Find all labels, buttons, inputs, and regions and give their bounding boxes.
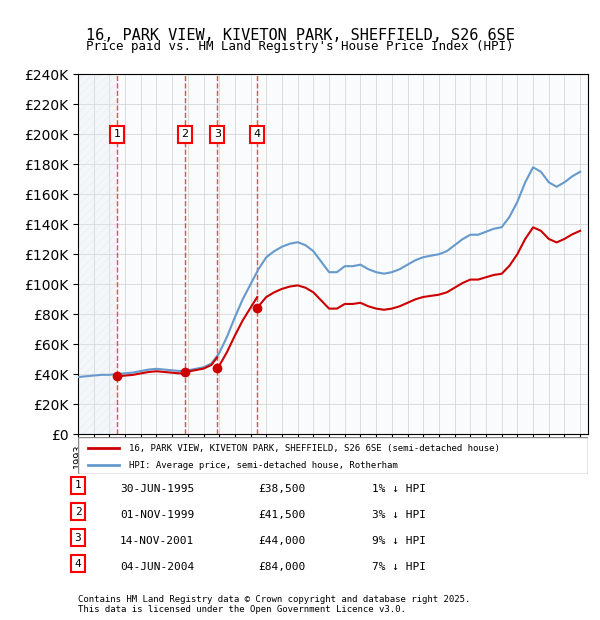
Text: £44,000: £44,000 <box>258 536 305 546</box>
Bar <box>117 74 185 434</box>
Text: Price paid vs. HM Land Registry's House Price Index (HPI): Price paid vs. HM Land Registry's House … <box>86 40 514 53</box>
Text: 4: 4 <box>74 559 82 569</box>
Text: 16, PARK VIEW, KIVETON PARK, SHEFFIELD, S26 6SE (semi-detached house): 16, PARK VIEW, KIVETON PARK, SHEFFIELD, … <box>129 444 500 453</box>
Text: 3% ↓ HPI: 3% ↓ HPI <box>372 510 426 520</box>
Text: 1: 1 <box>114 130 121 140</box>
Text: This data is licensed under the Open Government Licence v3.0.: This data is licensed under the Open Gov… <box>78 604 406 614</box>
Bar <box>78 74 117 434</box>
Text: 4: 4 <box>254 130 261 140</box>
Text: 1% ↓ HPI: 1% ↓ HPI <box>372 484 426 494</box>
Text: 04-JUN-2004: 04-JUN-2004 <box>120 562 194 572</box>
Text: 3: 3 <box>214 130 221 140</box>
FancyBboxPatch shape <box>78 437 588 474</box>
Text: 01-NOV-1999: 01-NOV-1999 <box>120 510 194 520</box>
Text: £84,000: £84,000 <box>258 562 305 572</box>
Text: 3: 3 <box>74 533 82 542</box>
Text: HPI: Average price, semi-detached house, Rotherham: HPI: Average price, semi-detached house,… <box>129 461 398 469</box>
Bar <box>217 74 257 434</box>
Bar <box>257 74 588 434</box>
Text: 1: 1 <box>74 480 82 490</box>
Text: £38,500: £38,500 <box>258 484 305 494</box>
Text: £41,500: £41,500 <box>258 510 305 520</box>
Text: 16, PARK VIEW, KIVETON PARK, SHEFFIELD, S26 6SE: 16, PARK VIEW, KIVETON PARK, SHEFFIELD, … <box>86 28 514 43</box>
Text: 9% ↓ HPI: 9% ↓ HPI <box>372 536 426 546</box>
Text: 7% ↓ HPI: 7% ↓ HPI <box>372 562 426 572</box>
Text: 2: 2 <box>182 130 189 140</box>
Bar <box>185 74 217 434</box>
Text: 30-JUN-1995: 30-JUN-1995 <box>120 484 194 494</box>
Text: 14-NOV-2001: 14-NOV-2001 <box>120 536 194 546</box>
Text: 2: 2 <box>74 507 82 516</box>
Text: Contains HM Land Registry data © Crown copyright and database right 2025.: Contains HM Land Registry data © Crown c… <box>78 595 470 604</box>
